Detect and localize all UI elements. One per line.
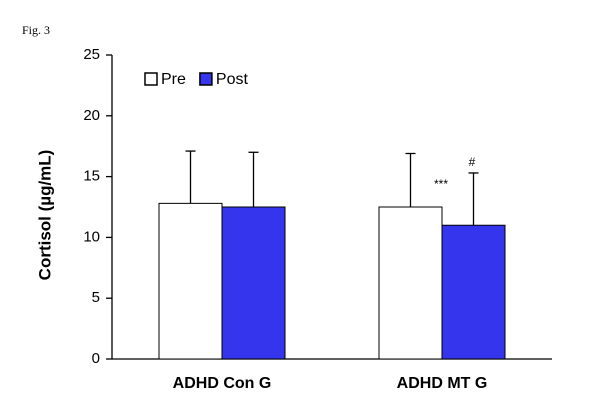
bar bbox=[441, 224, 506, 360]
legend-swatch bbox=[144, 72, 158, 86]
y-tick-label: 10 bbox=[83, 228, 100, 245]
x-tick-label: ADHD MT G bbox=[397, 375, 488, 392]
annotation: # bbox=[469, 155, 476, 169]
legend-swatch bbox=[199, 72, 213, 86]
bar bbox=[378, 206, 443, 360]
y-tick-label: 25 bbox=[83, 46, 100, 63]
y-tick-label: 5 bbox=[92, 289, 100, 306]
y-tick-label: 15 bbox=[83, 168, 100, 185]
y-axis-label: Cortisol (µg/mL) bbox=[35, 150, 54, 281]
annotation: *** bbox=[434, 177, 448, 191]
figure-label: Fig. 3 bbox=[22, 23, 50, 37]
bar bbox=[221, 206, 286, 360]
x-tick-label: ADHD Con G bbox=[173, 375, 272, 392]
legend-label: Pre bbox=[161, 71, 186, 88]
y-tick-label: 0 bbox=[92, 350, 100, 367]
y-tick-label: 20 bbox=[83, 107, 100, 124]
legend-label: Post bbox=[216, 71, 249, 88]
bar bbox=[158, 202, 223, 360]
